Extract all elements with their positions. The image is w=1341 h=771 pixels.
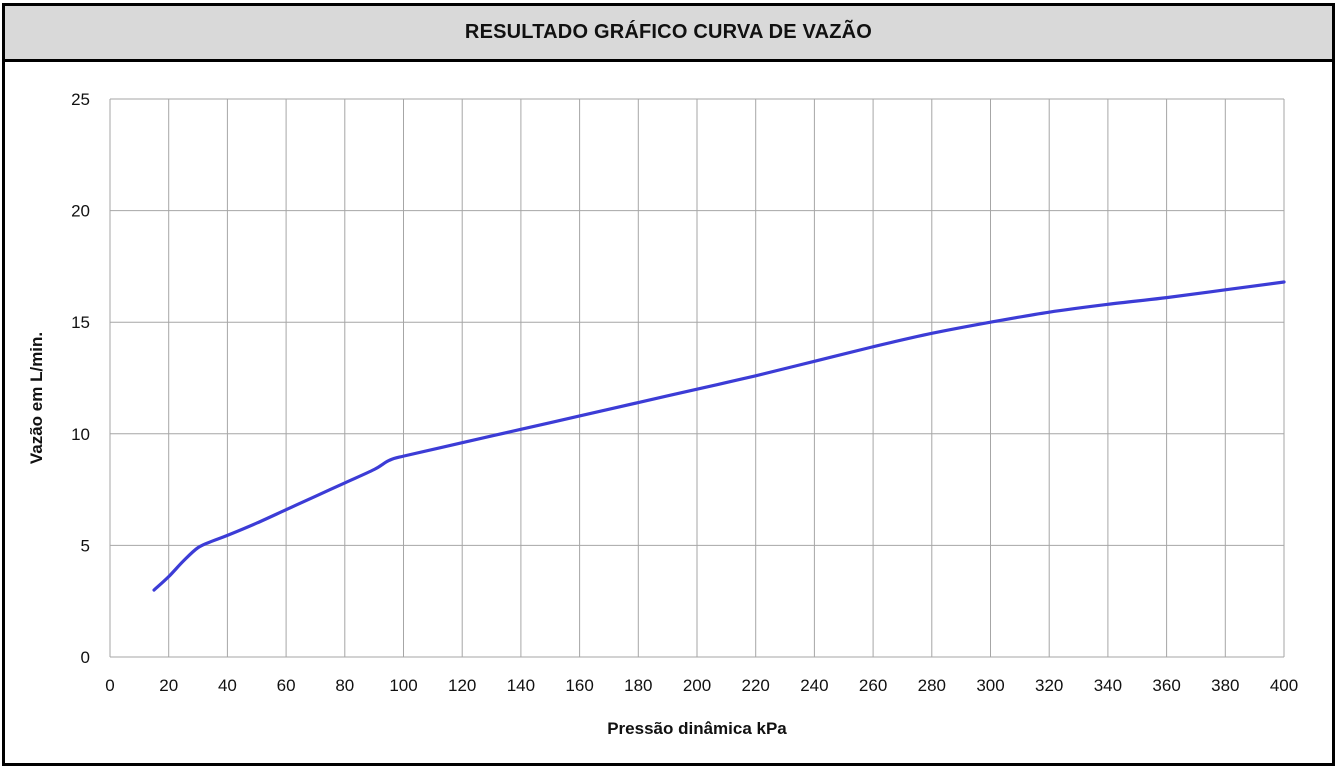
x-tick-label: 240	[800, 676, 828, 695]
chart-frame: RESULTADO GRÁFICO CURVA DE VAZÃO	[2, 3, 1335, 766]
x-tick-label: 140	[507, 676, 535, 695]
x-tick-label: 280	[918, 676, 946, 695]
x-tick-label: 300	[976, 676, 1004, 695]
x-tick-label: 360	[1152, 676, 1180, 695]
x-tick-label: 320	[1035, 676, 1063, 695]
y-tick-labels: 0 5 10 15 20 25	[71, 90, 90, 667]
x-tick-label: 60	[277, 676, 296, 695]
x-tick-label: 400	[1270, 676, 1298, 695]
x-tick-label: 100	[389, 676, 417, 695]
y-tick-label: 15	[71, 313, 90, 332]
x-tick-label: 200	[683, 676, 711, 695]
series-group	[152, 280, 1286, 592]
x-tick-labels: 0 20 40 60 80 100 120 140 160 180 200 220 240 260 280 3…	[105, 676, 1298, 695]
chart-header: RESULTADO GRÁFICO CURVA DE VAZÃO	[5, 6, 1332, 62]
y-tick-label: 0	[81, 648, 90, 667]
y-tick-label: 25	[71, 90, 90, 109]
x-tick-label: 20	[159, 676, 178, 695]
y-axis-label: Vazão em L/min.	[27, 332, 46, 464]
y-tick-label: 5	[81, 536, 90, 555]
x-tick-label: 80	[335, 676, 354, 695]
x-tick-label: 160	[565, 676, 593, 695]
x-tick-label: 180	[624, 676, 652, 695]
x-tick-label: 260	[859, 676, 887, 695]
x-tick-label: 0	[105, 676, 114, 695]
y-tick-label: 20	[71, 202, 90, 221]
x-tick-label: 340	[1094, 676, 1122, 695]
x-axis-label: Pressão dinâmica kPa	[607, 719, 787, 738]
y-tick-label: 10	[71, 425, 90, 444]
chart-title: RESULTADO GRÁFICO CURVA DE VAZÃO	[464, 21, 873, 43]
x-tick-label: 40	[218, 676, 237, 695]
grid-lines	[109, 98, 1285, 658]
series-line	[152, 280, 1286, 592]
x-tick-label: 120	[448, 676, 476, 695]
x-tick-label: 220	[742, 676, 770, 695]
x-tick-label: 380	[1211, 676, 1239, 695]
